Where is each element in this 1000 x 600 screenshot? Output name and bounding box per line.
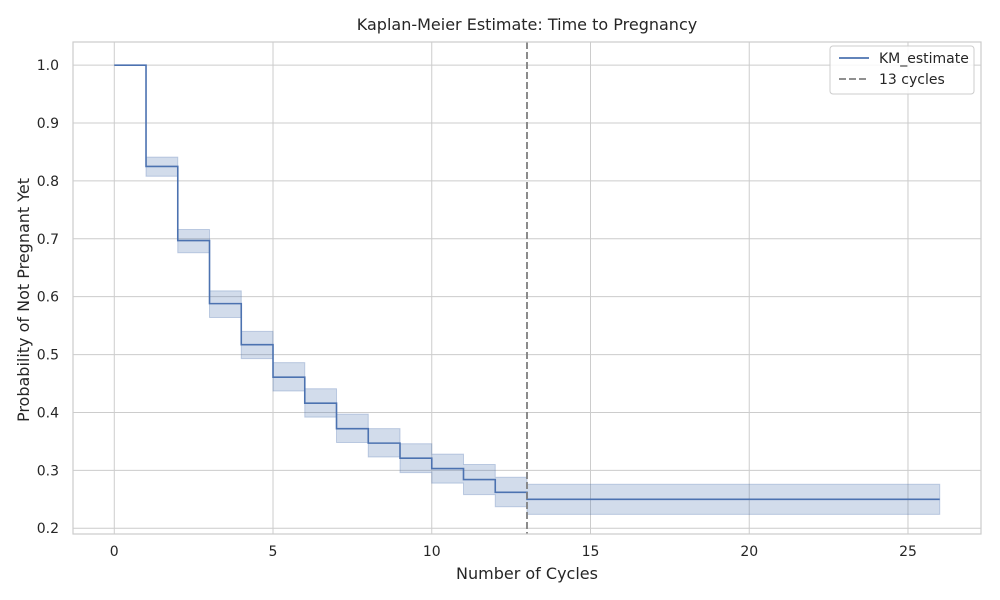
series-lines <box>114 64 940 501</box>
y-tick-label: 0.8 <box>37 174 59 190</box>
y-tick-label: 0.4 <box>37 405 59 421</box>
y-axis-label: Probability of Not Pregnant Yet <box>14 178 33 422</box>
y-tick-label: 0.6 <box>37 290 59 306</box>
y-tick-labels: 0.2 0.3 0.4 0.5 0.6 0.7 0.8 0.9 1.0 <box>37 58 59 537</box>
x-tick-label: 10 <box>423 544 441 560</box>
y-tick-label: 0.7 <box>37 232 59 248</box>
legend-label: 13 cycles <box>879 72 945 88</box>
x-tick-label: 20 <box>740 544 758 560</box>
x-tick-labels: 0 5 10 15 20 25 <box>110 544 917 560</box>
x-tick-label: 25 <box>899 544 917 560</box>
y-tick-label: 0.3 <box>37 463 59 479</box>
legend-label: KM_estimate <box>879 51 969 67</box>
plot-frame <box>72 41 982 535</box>
y-tick-label: 0.5 <box>37 348 59 364</box>
y-tick-label: 0.9 <box>37 116 59 132</box>
y-tick-label: 1.0 <box>37 58 59 74</box>
x-tick-label: 5 <box>269 544 278 560</box>
x-tick-label: 15 <box>582 544 600 560</box>
x-axis-label: Number of Cycles <box>456 564 598 583</box>
y-tick-label: 0.2 <box>37 521 59 537</box>
chart-title: Kaplan-Meier Estimate: Time to Pregnancy <box>357 15 697 34</box>
x-tick-label: 0 <box>110 544 119 560</box>
km-estimate-line <box>114 64 940 501</box>
legend: KM_estimate 13 cycles <box>829 45 975 95</box>
